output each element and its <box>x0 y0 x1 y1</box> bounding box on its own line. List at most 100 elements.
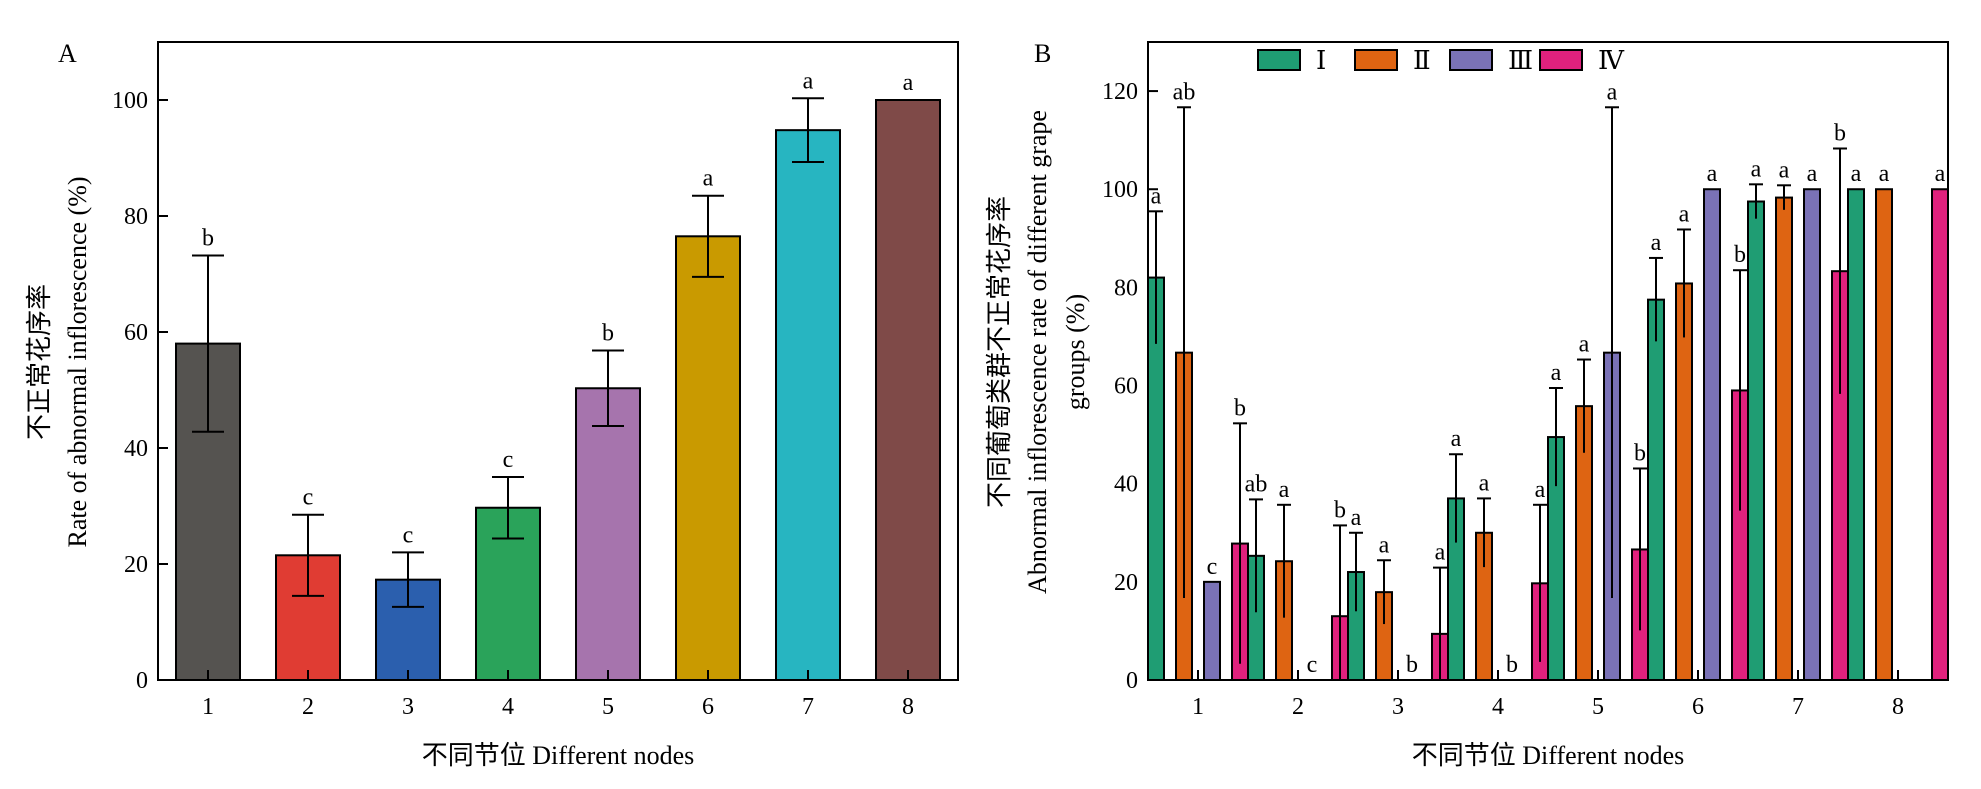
panel-b-significance-letter: c <box>1307 652 1318 678</box>
panel-a-y-tick-label: 40 <box>124 436 148 462</box>
panel-a-bar-7 <box>775 129 841 682</box>
panel-b-legend: Ⅰ Ⅱ Ⅲ Ⅳ <box>1257 46 1625 75</box>
panel-b-y-tick-label: 0 <box>1126 668 1138 694</box>
panel-a-significance-letter: a <box>903 70 914 96</box>
panel-a-y-tick-label: 0 <box>136 668 148 694</box>
panel-a-y-tick-label: 80 <box>124 204 148 230</box>
panel-b-bar-node-7-series-1 <box>1747 200 1765 681</box>
panel-b-legend-label-1: Ⅰ <box>1316 46 1326 75</box>
panel-b-y-axis-title-cn: 不同葡萄类群不正常花序率 <box>985 196 1014 508</box>
panel-b-significance-letter: a <box>1151 183 1162 209</box>
panel-a-y-axis-title-en: Rate of abnormal inflorescence (%) <box>63 176 92 547</box>
panel-b-legend-label-3: Ⅲ <box>1508 46 1533 75</box>
panel-a-x-axis: 1 2 3 4 5 6 7 8 <box>202 670 914 720</box>
panel-b-bar-node-6-series-1 <box>1647 298 1665 681</box>
panel-b-significance-letter: b <box>1234 395 1246 421</box>
panel-b-x-tick-label: 1 <box>1192 694 1204 720</box>
panel-b-legend-swatch-3 <box>1449 49 1493 71</box>
panel-a-x-tick-label: 5 <box>602 694 614 720</box>
panel-a-significance-letter: b <box>202 225 214 251</box>
panel-a-significance-letter: b <box>602 321 614 347</box>
panel-a-x-tick-label: 1 <box>202 694 214 720</box>
panel-b-x-tick-label: 2 <box>1292 694 1304 720</box>
panel-b-significance-letter: a <box>1751 156 1762 182</box>
panel-a-bar-5 <box>575 387 641 681</box>
panel-b-significance-letter: a <box>1535 477 1546 503</box>
panel-b-x-axis: 1 2 3 4 5 6 7 8 <box>1192 670 1904 720</box>
panel-b-significance-letter: c <box>1207 554 1218 580</box>
panel-b-significance-letter: a <box>1607 79 1618 105</box>
panel-b-legend-swatch-4 <box>1539 49 1583 71</box>
panel-b-x-tick-label: 4 <box>1492 694 1504 720</box>
panel-a-significance-letter: c <box>403 522 414 548</box>
panel-b-y-tick-label: 80 <box>1114 275 1138 301</box>
panel-b-significance-letter: ab <box>1245 471 1268 497</box>
panel-a-x-tick-label: 7 <box>802 694 814 720</box>
panel-b-significance-letter: a <box>1379 532 1390 558</box>
panel-b-significance-letter: a <box>1851 161 1862 187</box>
panel-b-significance-letter: b <box>1506 652 1518 678</box>
panel-b-significance-letter: a <box>1779 157 1790 183</box>
panel-b-bar-node-6-series-2 <box>1675 282 1693 681</box>
panel-b-y-axis: 0 20 40 60 80 100 120 <box>1102 79 1158 694</box>
panel-b-legend-swatch-1 <box>1257 49 1301 71</box>
panel-b-significance-letter: ab <box>1173 79 1196 105</box>
panel-b-significance-letter: b <box>1834 120 1846 146</box>
panel-b-significance-letter: a <box>1935 161 1946 187</box>
panel-a-significance-letter: c <box>503 447 514 473</box>
panel-b-y-axis-title-en-2: groups (%) <box>1061 294 1090 410</box>
panel-b-y-tick-label: 40 <box>1114 472 1138 498</box>
panel-b-bar-node-7-series-3 <box>1803 188 1821 681</box>
panel-b-y-tick-label: 60 <box>1114 374 1138 400</box>
panel-b-significance-letter: a <box>1807 161 1818 187</box>
panel-b-significance-letter: a <box>1679 201 1690 227</box>
panel-b-legend-label-2: Ⅱ <box>1413 46 1431 75</box>
panel-b-label: B <box>1034 39 1051 68</box>
panel-b-significance-letter: a <box>1351 505 1362 531</box>
panel-b-significance-letter: a <box>1279 477 1290 503</box>
panel-a-bar-6 <box>675 235 741 682</box>
panel-b-significance-letter: a <box>1479 470 1490 496</box>
panel-b-bar-node-8-series-2 <box>1875 188 1893 681</box>
panel-a-label: A <box>58 39 77 68</box>
panel-b-x-tick-label: 5 <box>1592 694 1604 720</box>
panel-b-significance-letter: b <box>1406 652 1418 678</box>
panel-a-y-tick-label: 20 <box>124 552 148 578</box>
panel-b-significance-letter: b <box>1334 497 1346 523</box>
panel-a-plot-frame <box>157 41 959 681</box>
panel-b-significance-letter: a <box>1579 332 1590 358</box>
panel-a-x-tick-label: 8 <box>902 694 914 720</box>
panel-b-significance-letter: a <box>1879 161 1890 187</box>
panel-b-x-axis-title: 不同节位 Different nodes <box>1412 741 1684 770</box>
panel-b-x-tick-label: 3 <box>1392 694 1404 720</box>
panel-a-y-axis: 0 20 40 60 80 100 <box>112 88 168 694</box>
panel-a-y-tick-label: 100 <box>112 88 148 114</box>
panel-b-y-axis-title-en: Abnormal inflorescence rate of different… <box>1023 110 1052 594</box>
panel-a-y-axis-title-cn: 不正常花序率 <box>25 284 54 440</box>
panel-a-significance-letter: a <box>703 166 714 192</box>
panel-a-x-tick-label: 3 <box>402 694 414 720</box>
panel-a-bar-8 <box>875 99 941 681</box>
panel-b-bar-node-7-series-2 <box>1775 196 1793 681</box>
panel-b-bar-node-1-series-3 <box>1203 580 1221 681</box>
panel-a-x-tick-label: 4 <box>502 694 514 720</box>
panel-a-y-tick-label: 60 <box>124 320 148 346</box>
panel-a-x-axis-title: 不同节位 Different nodes <box>422 741 694 770</box>
panel-a-bars: b c c c b a a a <box>175 68 941 682</box>
panel-b-significance-letter: a <box>1551 360 1562 386</box>
panel-b-significance-letter: b <box>1734 242 1746 268</box>
panel-b-bar-node-8-series-1 <box>1847 188 1865 681</box>
panel-a: A 0 20 40 60 80 100 b c c c b a a a 1 2 3 4 5 6 7 8 不同节位 Di… <box>25 39 959 770</box>
panel-b-y-tick-label: 20 <box>1114 570 1138 596</box>
panel-b-y-tick-label: 120 <box>1102 79 1138 105</box>
panel-b-x-tick-label: 6 <box>1692 694 1704 720</box>
panel-b-significance-letter: a <box>1451 426 1462 452</box>
panel-b-bar-node-6-series-3 <box>1703 188 1721 681</box>
panel-a-significance-letter: c <box>303 485 314 511</box>
panel-a-x-tick-label: 6 <box>702 694 714 720</box>
panel-b-y-tick-label: 100 <box>1102 177 1138 203</box>
panel-b-significance-letter: a <box>1435 540 1446 566</box>
